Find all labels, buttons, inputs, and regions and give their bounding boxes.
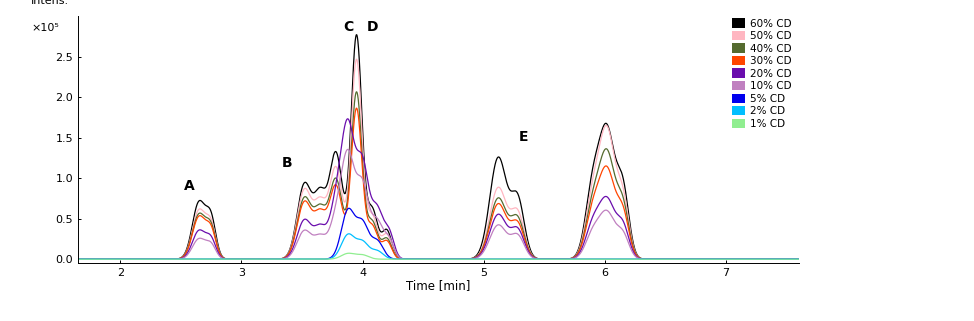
Text: C: C bbox=[343, 20, 354, 34]
Text: ×10⁵: ×10⁵ bbox=[31, 23, 58, 33]
Text: E: E bbox=[519, 130, 529, 144]
Text: B: B bbox=[282, 156, 293, 170]
Legend: 60% CD, 50% CD, 40% CD, 30% CD, 20% CD, 10% CD, 5% CD, 2% CD, 1% CD: 60% CD, 50% CD, 40% CD, 30% CD, 20% CD, … bbox=[730, 16, 794, 131]
Text: Intens.: Intens. bbox=[31, 0, 69, 6]
Text: A: A bbox=[184, 179, 195, 193]
Text: D: D bbox=[366, 20, 378, 34]
X-axis label: Time [min]: Time [min] bbox=[406, 280, 470, 292]
